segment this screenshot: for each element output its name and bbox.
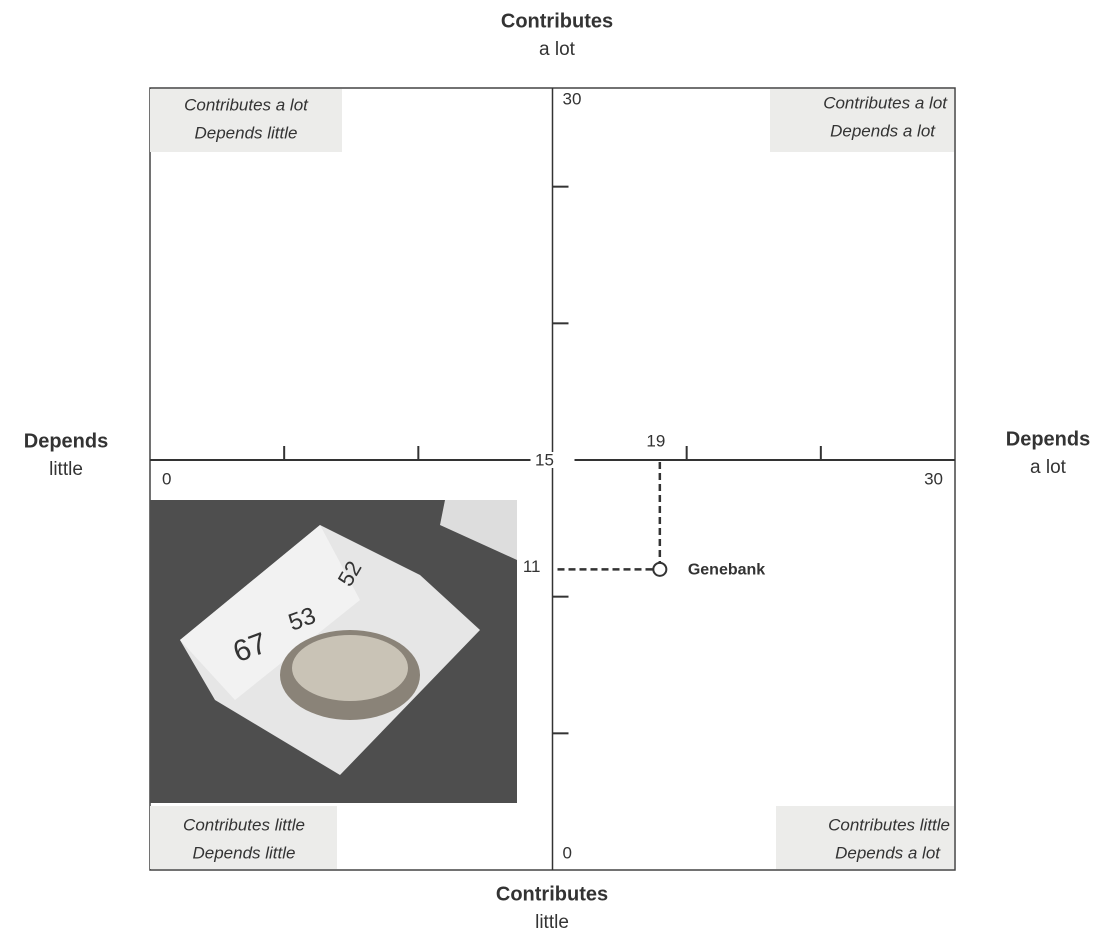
legend-label: Genebank — [688, 562, 765, 579]
axis-label: Contributes — [496, 883, 608, 905]
y-value-label: 11 — [523, 557, 541, 576]
axis-label: Depends — [24, 430, 108, 452]
quadrant-label: Contributes little — [828, 815, 950, 834]
quadrant-label: Contributes a lot — [823, 93, 948, 112]
quadrant-label: Depends a lot — [830, 121, 936, 140]
page: 67 53 52 Contributes a lot Contributes l… — [0, 0, 1117, 940]
axis-label: a lot — [539, 39, 576, 60]
quadrant-label: Depends little — [192, 843, 295, 862]
quadrant-label: Depends a lot — [835, 843, 941, 862]
x-tick-label: 0 — [162, 469, 171, 488]
axis-label: little — [49, 459, 83, 480]
axis-label: little — [535, 912, 569, 933]
point — [653, 563, 666, 576]
chart: 67 53 52 Contributes a lot Contributes l… — [0, 0, 1117, 940]
center-label: 15 — [535, 450, 554, 469]
x-tick-label: 30 — [924, 469, 943, 488]
axis-label: Depends — [1006, 428, 1090, 450]
axis-label: a lot — [1030, 457, 1067, 478]
y-tick-label: 0 — [563, 843, 572, 862]
quadrant-label: Contributes a lot — [184, 95, 309, 114]
quadrant-label: Contributes little — [183, 815, 305, 834]
y-tick-label: 30 — [563, 89, 582, 108]
x-value-label: 19 — [646, 431, 665, 450]
axis-label: Contributes — [501, 10, 613, 32]
quadrant-label: Depends little — [194, 123, 297, 142]
photo: 67 53 52 — [150, 500, 517, 803]
